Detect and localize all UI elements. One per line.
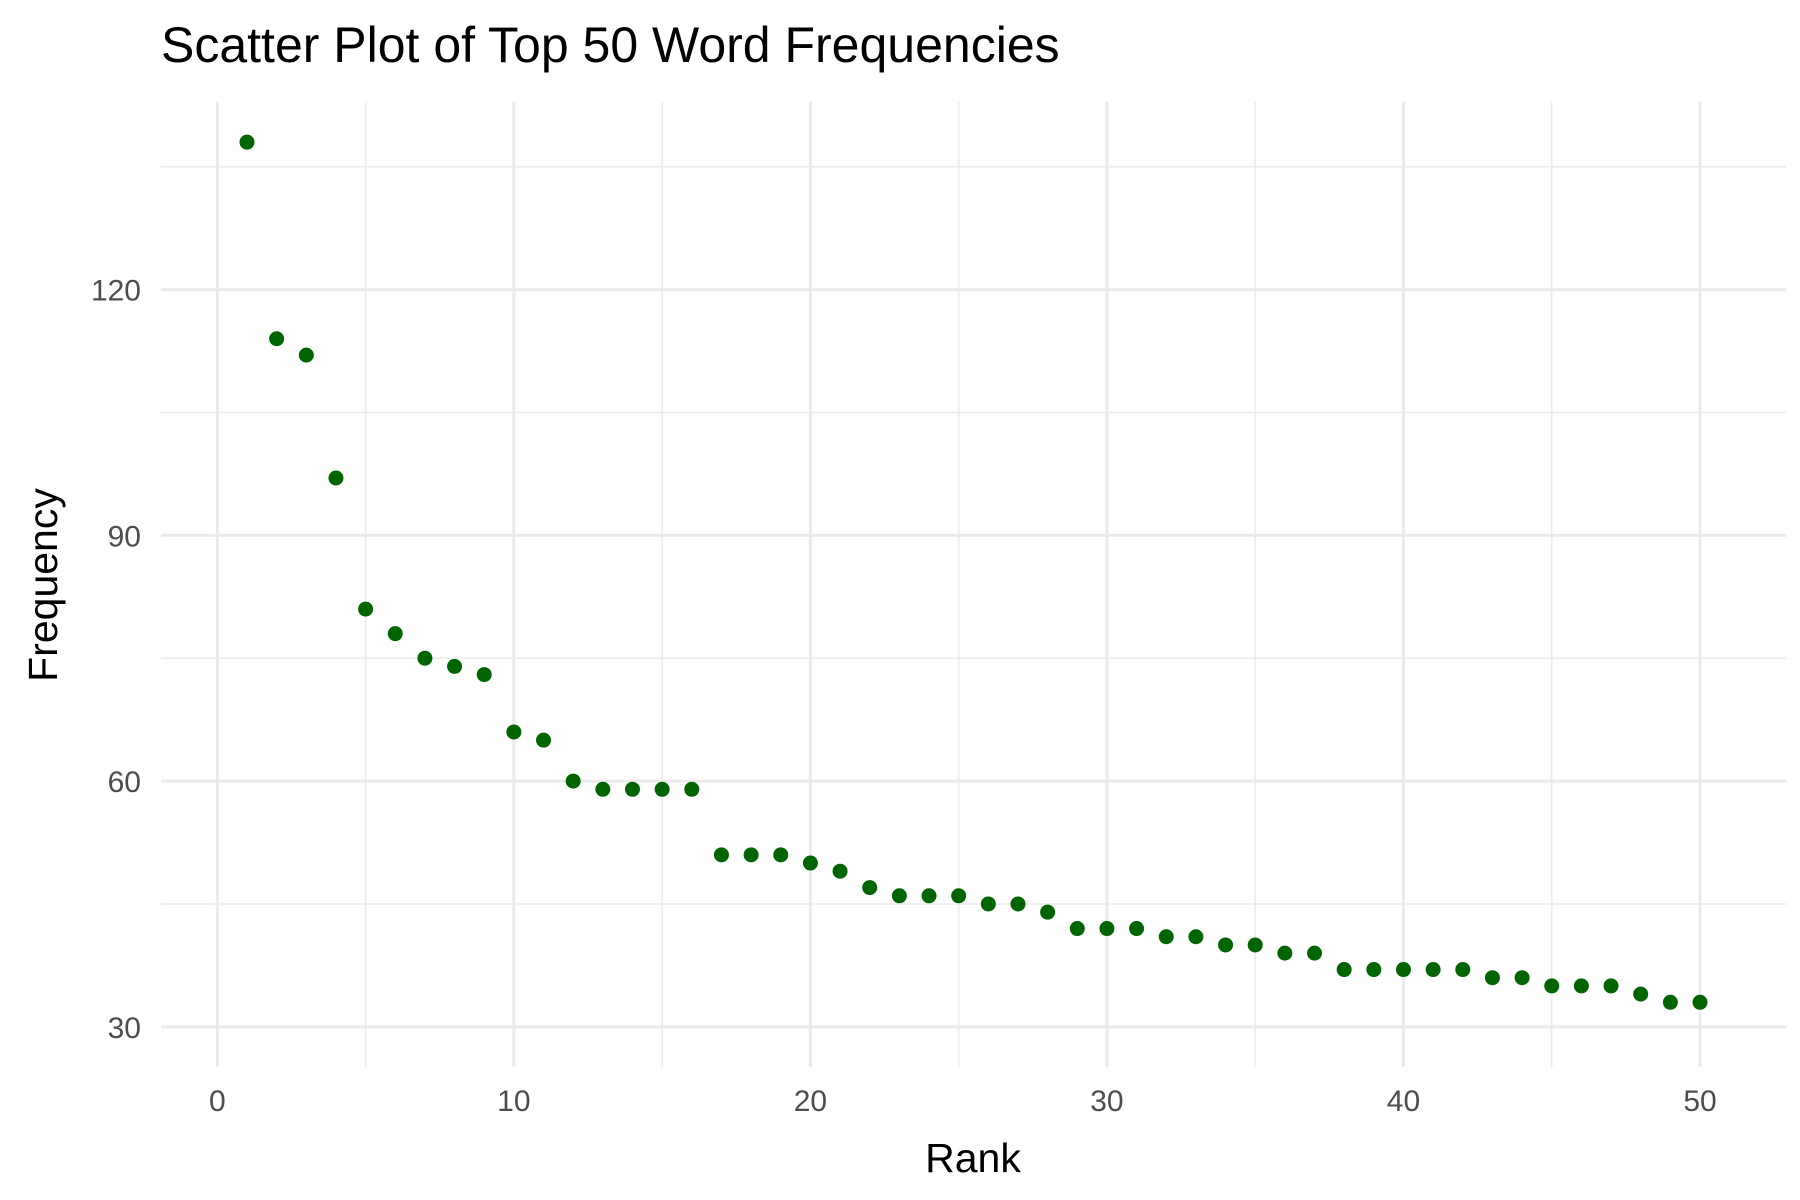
y-axis-ticks: 30 60 90 120 — [91, 275, 141, 1045]
data-point — [1247, 937, 1263, 953]
data-point — [1603, 978, 1619, 994]
x-tick-label: 0 — [209, 1085, 226, 1118]
x-tick-label: 40 — [1387, 1085, 1420, 1118]
data-point — [595, 781, 611, 797]
data-points — [239, 134, 1708, 1010]
data-point — [1277, 945, 1293, 961]
data-point — [1425, 962, 1441, 978]
data-point — [891, 888, 907, 904]
data-point — [713, 847, 729, 863]
data-point — [862, 880, 878, 896]
x-axis-title: Rank — [925, 1135, 1021, 1181]
data-point — [239, 134, 255, 150]
x-tick-label: 30 — [1090, 1085, 1123, 1118]
data-point — [417, 650, 433, 666]
data-point — [328, 470, 344, 486]
data-point — [536, 732, 552, 748]
x-tick-label: 20 — [794, 1085, 827, 1118]
data-point — [1069, 921, 1085, 937]
data-point — [1336, 962, 1352, 978]
data-point — [1484, 970, 1500, 986]
data-point — [1455, 962, 1471, 978]
data-point — [743, 847, 759, 863]
data-point — [298, 347, 314, 363]
data-point — [1633, 986, 1649, 1002]
data-point — [832, 863, 848, 879]
data-point — [1395, 962, 1411, 978]
data-point — [387, 626, 403, 642]
data-point — [802, 855, 818, 871]
y-tick-label: 30 — [108, 1012, 141, 1045]
data-point — [951, 888, 967, 904]
data-point — [1366, 962, 1382, 978]
x-tick-label: 10 — [497, 1085, 530, 1118]
data-point — [654, 781, 670, 797]
data-point — [1099, 921, 1115, 937]
data-point — [1010, 896, 1026, 912]
data-point — [1129, 921, 1145, 937]
data-point — [1692, 994, 1708, 1010]
data-point — [269, 331, 285, 347]
gridlines — [161, 102, 1786, 1067]
data-point — [476, 667, 492, 683]
data-point — [565, 773, 581, 789]
data-point — [1188, 929, 1204, 945]
data-point — [358, 601, 374, 617]
data-point — [921, 888, 937, 904]
data-point — [1218, 937, 1234, 953]
y-tick-label: 90 — [108, 520, 141, 553]
data-point — [624, 781, 640, 797]
data-point — [980, 896, 996, 912]
data-point — [1544, 978, 1560, 994]
data-point — [773, 847, 789, 863]
data-point — [506, 724, 522, 740]
y-tick-label: 60 — [108, 766, 141, 799]
data-point — [1662, 994, 1678, 1010]
chart-title: Scatter Plot of Top 50 Word Frequencies — [161, 17, 1060, 73]
data-point — [1307, 945, 1323, 961]
data-point — [1573, 978, 1589, 994]
data-point — [447, 658, 463, 674]
x-axis-ticks: 0 10 20 30 40 50 — [209, 1085, 1717, 1118]
data-point — [1040, 904, 1056, 920]
y-tick-label: 120 — [91, 275, 141, 308]
y-axis-title: Frequency — [20, 488, 66, 682]
x-tick-label: 50 — [1683, 1085, 1716, 1118]
data-point — [1514, 970, 1530, 986]
data-point — [684, 781, 700, 797]
data-point — [1158, 929, 1174, 945]
